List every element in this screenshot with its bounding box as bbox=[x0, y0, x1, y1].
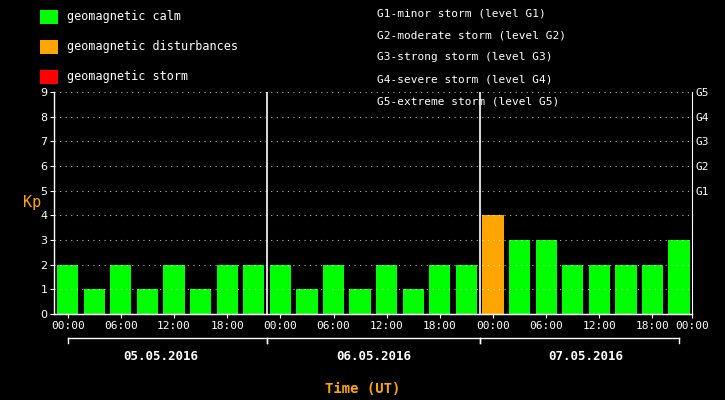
Bar bbox=[668, 240, 689, 314]
Bar bbox=[429, 265, 450, 314]
Bar bbox=[616, 265, 637, 314]
Bar bbox=[349, 289, 370, 314]
Bar bbox=[456, 265, 477, 314]
Bar bbox=[376, 265, 397, 314]
Bar bbox=[642, 265, 663, 314]
Text: 06.05.2016: 06.05.2016 bbox=[336, 350, 411, 362]
Bar bbox=[509, 240, 530, 314]
Bar bbox=[163, 265, 185, 314]
Bar bbox=[323, 265, 344, 314]
Text: G4-severe storm (level G4): G4-severe storm (level G4) bbox=[377, 74, 552, 84]
Bar bbox=[536, 240, 557, 314]
Bar bbox=[243, 265, 265, 314]
Text: G3-strong storm (level G3): G3-strong storm (level G3) bbox=[377, 52, 552, 62]
Bar bbox=[297, 289, 318, 314]
Bar bbox=[589, 265, 610, 314]
Bar bbox=[190, 289, 211, 314]
Bar bbox=[217, 265, 238, 314]
Bar bbox=[562, 265, 584, 314]
Text: G2-moderate storm (level G2): G2-moderate storm (level G2) bbox=[377, 30, 566, 40]
Bar bbox=[110, 265, 131, 314]
Y-axis label: Kp: Kp bbox=[23, 196, 41, 210]
Text: geomagnetic storm: geomagnetic storm bbox=[67, 70, 188, 83]
Text: G5-extreme storm (level G5): G5-extreme storm (level G5) bbox=[377, 96, 559, 106]
Bar bbox=[482, 215, 504, 314]
Bar bbox=[83, 289, 105, 314]
Bar bbox=[402, 289, 424, 314]
Text: 05.05.2016: 05.05.2016 bbox=[123, 350, 198, 362]
Text: 07.05.2016: 07.05.2016 bbox=[549, 350, 624, 362]
Text: geomagnetic calm: geomagnetic calm bbox=[67, 10, 181, 23]
Text: Time (UT): Time (UT) bbox=[325, 382, 400, 396]
Bar bbox=[57, 265, 78, 314]
Bar bbox=[137, 289, 158, 314]
Text: geomagnetic disturbances: geomagnetic disturbances bbox=[67, 40, 238, 53]
Bar bbox=[270, 265, 291, 314]
Text: G1-minor storm (level G1): G1-minor storm (level G1) bbox=[377, 8, 546, 18]
